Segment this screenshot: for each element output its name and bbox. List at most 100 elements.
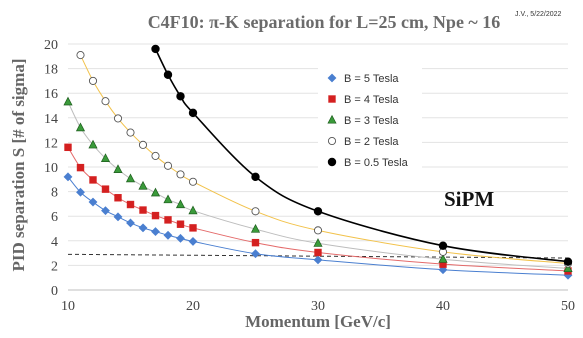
legend: B = 5 Tesla B = 4 Tesla B = 3 Tesla B = 2 T… [327,73,409,169]
data-point [126,218,135,228]
data-point [188,177,198,186]
data-point [138,223,148,233]
x-tick-labels: 10 20 30 40 50 [61,299,575,314]
data-point [176,220,185,228]
y-tick-label: 20 [44,38,58,53]
data-point [151,227,160,236]
legend-label: B = 3 Tesla [344,115,399,127]
data-point [189,224,197,232]
data-point [88,76,98,85]
data-point [188,108,198,118]
data-point [113,212,123,222]
data-point [251,249,260,259]
y-tick-label: 2 [51,259,58,274]
data-point [126,128,135,137]
y-tick-label: 18 [44,63,58,78]
x-tick-label: 50 [561,299,575,314]
legend-label: B = 5 Tesla [344,73,399,85]
data-point [188,205,198,215]
data-point [175,199,186,209]
x-axis-label: Momentum [GeV/c] [245,312,391,331]
data-point [139,206,147,214]
series-0 [63,172,573,280]
legend-marker [327,157,337,167]
data-point [64,143,72,152]
legend-label: B = 0.5 Tesla [344,157,409,169]
data-point [63,172,73,182]
data-point [113,164,123,174]
y-tick-label: 0 [51,284,58,299]
data-point [63,96,73,106]
data-point [101,206,110,216]
data-point [163,70,173,79]
data-point [100,153,111,162]
data-point [151,151,160,160]
data-point [113,114,123,123]
data-point [563,257,573,266]
legend-marker [327,114,337,124]
legend-label: B = 2 Tesla [344,136,399,148]
data-point [126,200,135,209]
data-point [314,248,322,257]
x-tick-label: 30 [311,299,325,314]
data-point [251,207,260,216]
data-point [188,236,198,246]
sipm-annotation: SiPM [444,187,494,211]
data-point [101,97,110,106]
data-point [101,185,110,193]
y-tick-label: 8 [51,186,58,201]
data-point [313,238,323,247]
data-series [63,44,573,280]
data-point [163,230,173,240]
data-point [89,176,97,184]
data-point [563,263,573,273]
chart-title: C4F10: π-K separation for L=25 cm, Npe ~… [148,12,501,32]
series-line [67,147,569,272]
data-point [250,223,261,233]
series-2 [63,96,573,273]
data-point [151,44,160,54]
data-point [251,172,260,182]
data-point [313,255,323,265]
legend-marker [327,73,337,83]
series-4 [151,44,573,266]
x-tick-label: 40 [436,299,450,314]
data-point [163,194,173,204]
legend-marker [327,136,337,146]
data-point [88,197,98,207]
series-line [67,101,569,269]
y-axis-label: PID separation S [# of sigma] [9,59,28,272]
data-point [313,226,323,235]
data-point [150,187,161,197]
x-tick-label: 20 [186,299,200,314]
data-point [176,92,185,101]
series-3 [76,51,573,268]
data-point [438,254,448,263]
series-1 [64,143,572,275]
data-point [76,163,85,172]
y-tick-label: 14 [44,112,58,127]
data-point [138,180,148,190]
series-line [67,176,569,276]
data-point [313,207,323,216]
data-point [163,161,173,170]
data-point [114,194,122,202]
legend-box [318,64,422,176]
y-tick-label: 16 [44,87,58,102]
data-point [125,173,136,183]
x-tick-label: 10 [61,299,75,314]
y-tick-label: 4 [51,235,58,250]
data-point [76,51,85,60]
data-point [138,140,148,149]
data-point [76,187,85,197]
legend-marker [328,95,336,103]
data-point [176,170,185,179]
data-point [251,238,260,247]
author-date-note: J.V., 5/22/2022 [515,11,562,18]
data-point [176,233,185,243]
y-tick-label: 6 [51,210,58,225]
y-tick-label: 10 [44,161,58,176]
data-point [75,122,86,132]
data-point [164,216,172,224]
